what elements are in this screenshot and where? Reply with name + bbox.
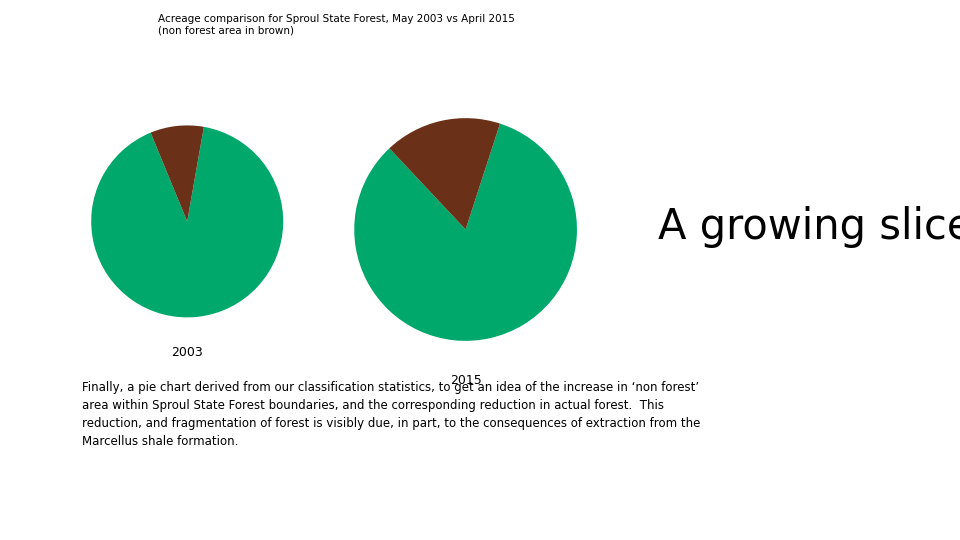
Text: 2003: 2003 — [171, 346, 204, 359]
Text: 2015: 2015 — [449, 374, 482, 387]
Text: A growing slice: A growing slice — [658, 206, 960, 248]
Wedge shape — [151, 125, 204, 221]
Wedge shape — [354, 124, 577, 341]
Text: Acreage comparison for Sproul State Forest, May 2003 vs April 2015
(non forest a: Acreage comparison for Sproul State Fore… — [158, 14, 516, 35]
Text: Finally, a pie chart derived from our classification statistics, to get an idea : Finally, a pie chart derived from our cl… — [82, 381, 700, 448]
Wedge shape — [91, 127, 283, 318]
Wedge shape — [390, 118, 500, 230]
